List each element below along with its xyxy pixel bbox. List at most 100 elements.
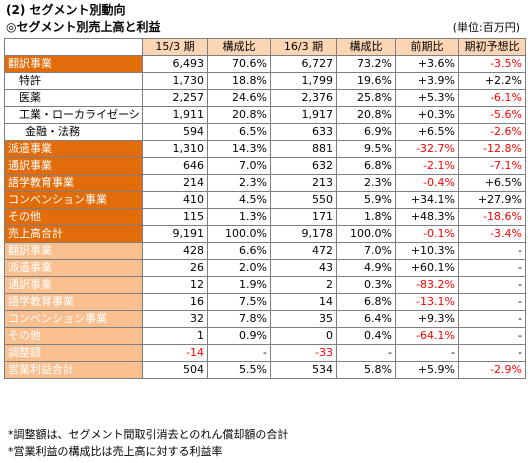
table-row: 医薬 2,257 24.6% 2,376 25.8% +5.3% -6.1% — [4, 89, 526, 107]
table-cell: 6.9% — [336, 123, 396, 141]
table-cell: 1 — [142, 327, 208, 345]
table-cell: 20.8% — [336, 106, 396, 124]
table-cell: +48.3% — [395, 208, 459, 226]
row-label: 調整額 — [4, 344, 143, 362]
table-row: 翻訳事業 428 6.6% 472 7.0% +10.3% - — [4, 242, 526, 260]
table-cell: 6.8% — [336, 293, 396, 311]
table-cell: 73.2% — [336, 55, 396, 73]
table-cell: 6.4% — [336, 310, 396, 328]
table-cell: -2.6% — [458, 123, 526, 141]
table-cell: 0 — [270, 327, 337, 345]
table-row: コンベンション事業 32 7.8% 35 6.4% +9.3% - — [4, 310, 526, 328]
row-label: その他 — [4, 327, 143, 345]
unit-label: (単位:百万円) — [452, 21, 520, 34]
row-label: 翻訳事業 — [4, 242, 143, 260]
table-cell: 35 — [270, 310, 337, 328]
table-cell: 14.3% — [207, 140, 271, 158]
row-label: 営業利益合計 — [4, 361, 143, 379]
table-cell: -14 — [142, 344, 208, 362]
table-row: 金融・法務 594 6.5% 633 6.9% +6.5% -2.6% — [4, 123, 526, 141]
table-row: 営業利益合計 504 5.5% 534 5.8% +5.9% -2.9% — [4, 361, 526, 379]
footnote-margin: *営業利益の構成比は売上高に対する利益率 — [8, 445, 223, 458]
table-cell: -12.8% — [458, 140, 526, 158]
row-label: 通訳事業 — [4, 157, 143, 175]
table-cell: 428 — [142, 242, 208, 260]
footnote-adjustment: *調整額は、セグメント間取引消去とのれん償却額の合計 — [8, 428, 289, 441]
table-cell: 504 — [142, 361, 208, 379]
table-row: 派遣事業 1,310 14.3% 881 9.5% -32.7% -12.8% — [4, 140, 526, 158]
table-cell: +9.3% — [395, 310, 459, 328]
table-cell: -6.1% — [458, 89, 526, 107]
table-cell: 214 — [142, 174, 208, 192]
table-cell: 4.5% — [207, 191, 271, 209]
table-cell: 171 — [270, 208, 337, 226]
table-cell: 0.9% — [207, 327, 271, 345]
table-cell: 20.8% — [207, 106, 271, 124]
header-fy16: 16/3 期 — [270, 38, 337, 56]
table-cell: 70.6% — [207, 55, 271, 73]
table-cell: -2.1% — [395, 157, 459, 175]
table-cell: -3.4% — [458, 225, 526, 243]
table-cell: - — [395, 344, 459, 362]
table-header-row: 15/3 期 構成比 16/3 期 構成比 前期比 期初予想比 — [4, 38, 526, 56]
header-vs-forecast: 期初予想比 — [458, 38, 526, 56]
table-cell: 2.3% — [336, 174, 396, 192]
table-cell: 24.6% — [207, 89, 271, 107]
table-cell: +10.3% — [395, 242, 459, 260]
table-cell: 472 — [270, 242, 337, 260]
table-cell: 646 — [142, 157, 208, 175]
table-cell: 26 — [142, 259, 208, 277]
table-cell: 2.3% — [207, 174, 271, 192]
table-cell: 410 — [142, 191, 208, 209]
table-cell: 115 — [142, 208, 208, 226]
table-cell: +34.1% — [395, 191, 459, 209]
table-cell: 14 — [270, 293, 337, 311]
header-fy15: 15/3 期 — [142, 38, 208, 56]
table-cell: -2.9% — [458, 361, 526, 379]
row-label: 医薬 — [4, 89, 143, 107]
table-cell: 1,911 — [142, 106, 208, 124]
header-corner — [4, 38, 143, 56]
table-cell: +3.6% — [395, 55, 459, 73]
table-cell: - — [458, 310, 526, 328]
table-cell: +6.5% — [395, 123, 459, 141]
table-row: 売上高合計 9,191 100.0% 9,178 100.0% -0.1% -3.4% — [4, 225, 526, 243]
table-cell: 6.5% — [207, 123, 271, 141]
table-cell: - — [207, 344, 271, 362]
table-cell: - — [458, 344, 526, 362]
table-cell: +6.5% — [458, 174, 526, 192]
table-body: 翻訳事業 6,493 70.6% 6,727 73.2% +3.6% -3.5% 特許 1,73… — [4, 55, 526, 379]
table-row: 工業・ローカライゼーション1,91120.8%1,91720.8%+0.3%-5… — [4, 106, 526, 124]
table-cell: - — [458, 242, 526, 260]
table-cell: -7.1% — [458, 157, 526, 175]
table-cell: 25.8% — [336, 89, 396, 107]
table-row: 語学教育事業 16 7.5% 14 6.8% -13.1% - — [4, 293, 526, 311]
table-cell: 2,376 — [270, 89, 337, 107]
table-cell: - — [336, 344, 396, 362]
row-label: 翻訳事業 — [4, 55, 143, 73]
table-cell: +27.9% — [458, 191, 526, 209]
table-cell: 7.5% — [207, 293, 271, 311]
table-row: 語学教育事業 214 2.3% 213 2.3% -0.4% +6.5% — [4, 174, 526, 192]
table-cell: 6,727 — [270, 55, 337, 73]
table-cell: 9.5% — [336, 140, 396, 158]
table-cell: 18.8% — [207, 72, 271, 90]
header-share-fy15: 構成比 — [207, 38, 271, 56]
table-cell: 881 — [270, 140, 337, 158]
table-cell: 0.3% — [336, 276, 396, 294]
row-label: 派遣事業 — [4, 140, 143, 158]
table-cell: 633 — [270, 123, 337, 141]
table-cell: 632 — [270, 157, 337, 175]
section-heading: (2) セグメント別動向 — [6, 3, 126, 17]
table-cell: 5.8% — [336, 361, 396, 379]
table-cell: 16 — [142, 293, 208, 311]
row-label: 工業・ローカライゼーション — [4, 106, 143, 124]
table-cell: 32 — [142, 310, 208, 328]
table-cell: - — [458, 327, 526, 345]
table-cell: -13.1% — [395, 293, 459, 311]
table-cell: -3.5% — [458, 55, 526, 73]
table-title: ◎セグメント別売上高と利益 — [6, 20, 161, 34]
table-cell: +0.3% — [395, 106, 459, 124]
table-cell: 2,257 — [142, 89, 208, 107]
header-yoy: 前期比 — [395, 38, 459, 56]
